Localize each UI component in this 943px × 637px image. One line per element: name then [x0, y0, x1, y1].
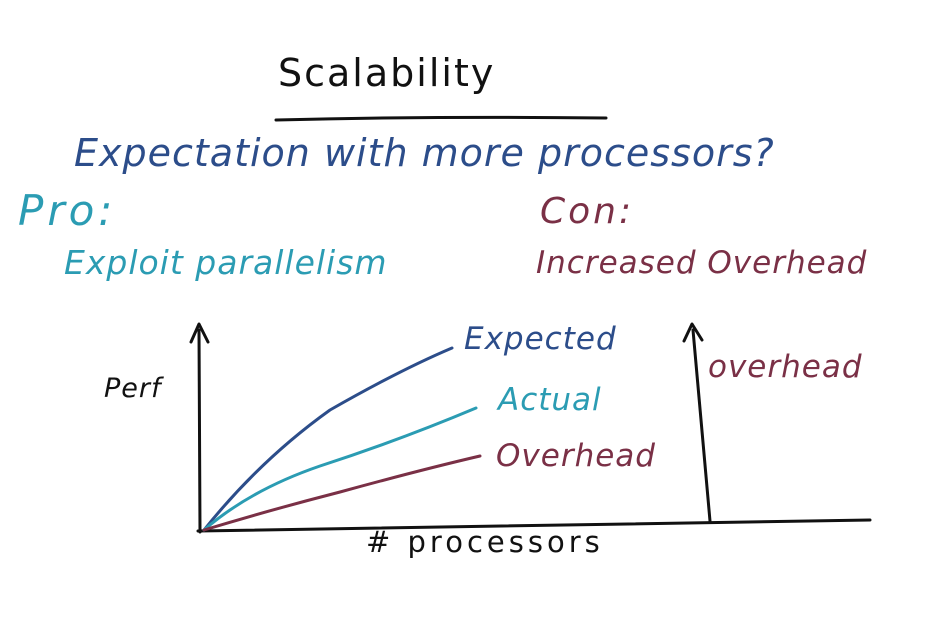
- side-axis-arrowhead: [682, 322, 704, 343]
- overhead-curve-label: Overhead: [496, 438, 656, 474]
- side-axis: [691, 328, 712, 523]
- y-axis-label: Perf: [104, 373, 162, 404]
- con-label: Con:: [540, 191, 635, 232]
- actual-curve-label: Actual: [498, 382, 602, 418]
- expected-curve: [202, 346, 454, 532]
- pro-label: Pro:: [18, 186, 117, 235]
- y-axis: [197, 328, 202, 534]
- question-text: Expectation with more processors?: [74, 131, 775, 175]
- con-text: Increased Overhead: [536, 245, 868, 281]
- y-axis-arrowhead: [189, 322, 210, 344]
- overhead-curve: [202, 454, 482, 532]
- actual-curve: [202, 406, 478, 532]
- pro-text: Exploit parallelism: [64, 243, 388, 282]
- page-title: Scalability: [278, 51, 496, 95]
- x-axis-label: # processors: [366, 525, 604, 559]
- x-axis: [196, 518, 872, 533]
- title-underline: [274, 115, 608, 122]
- expected-curve-label: Expected: [464, 321, 617, 357]
- side-axis-label: overhead: [708, 349, 863, 385]
